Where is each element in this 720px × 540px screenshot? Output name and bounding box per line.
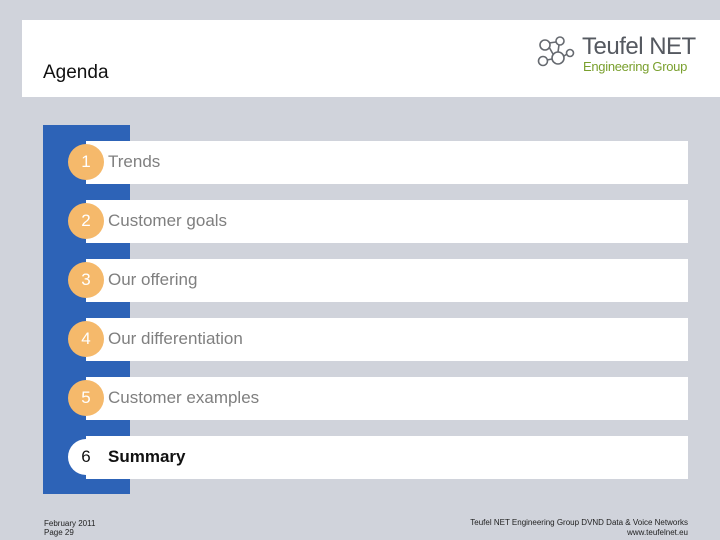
logo-subtitle: Engineering Group — [583, 59, 688, 74]
logo-network-icon — [537, 36, 575, 67]
agenda-label: Our offering — [108, 270, 198, 289]
agenda-number: 2 — [68, 203, 104, 239]
agenda-label: Customer goals — [108, 211, 228, 230]
agenda-row — [86, 436, 688, 479]
agenda-label: Customer examples — [108, 388, 260, 407]
agenda-row — [86, 141, 688, 184]
company-logo: Teufel NET Engineering Group — [536, 32, 706, 76]
footer-company: Teufel NET Engineering Group DVND Data &… — [470, 518, 688, 538]
agenda-number: 5 — [68, 380, 104, 416]
slide-title: Agenda — [43, 62, 109, 83]
footer-date: February 2011 — [44, 519, 96, 528]
agenda-number: 4 — [68, 321, 104, 357]
footer-website: www.teufelnet.eu — [627, 528, 688, 537]
agenda-number: 3 — [68, 262, 104, 298]
agenda-row — [86, 259, 688, 302]
agenda-row — [86, 318, 688, 361]
header-band — [22, 20, 720, 97]
agenda-accent-bar — [43, 125, 130, 494]
agenda-label: Summary — [108, 447, 186, 466]
logo-name: Teufel NET — [582, 33, 696, 60]
footer-date-page: February 2011 Page 29 — [44, 519, 95, 537]
agenda-number: 6 — [68, 439, 104, 475]
agenda-label: Our differentiation — [108, 329, 243, 348]
agenda-row — [86, 377, 688, 420]
agenda-label: Trends — [108, 152, 161, 171]
footer-page-number: Page 29 — [44, 528, 74, 537]
agenda-number: 1 — [68, 144, 104, 180]
agenda-row — [86, 200, 688, 243]
footer-company-line: Teufel NET Engineering Group DVND Data &… — [470, 518, 688, 527]
